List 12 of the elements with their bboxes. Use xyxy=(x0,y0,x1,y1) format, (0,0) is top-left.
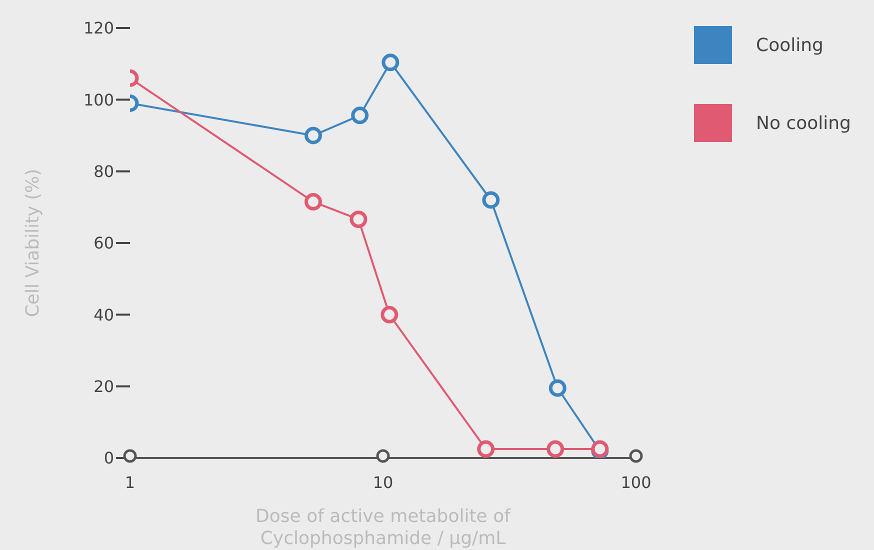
y-tick-label: 40 xyxy=(94,305,114,324)
y-tick-label: 0 xyxy=(104,448,114,468)
y-tick-label: 80 xyxy=(94,162,114,182)
y-tick-label: 20 xyxy=(94,377,114,396)
y-tick-label: 100 xyxy=(83,90,114,110)
x-tick-label: 1 xyxy=(124,473,136,492)
legend-label: No cooling xyxy=(756,112,851,134)
legend-label: Cooling xyxy=(756,34,824,56)
x-tick-label: 10 xyxy=(372,473,394,492)
y-tick-label: 60 xyxy=(94,234,114,253)
y-tick-label: 120 xyxy=(83,18,114,38)
x-tick-label: 100 xyxy=(620,473,652,492)
